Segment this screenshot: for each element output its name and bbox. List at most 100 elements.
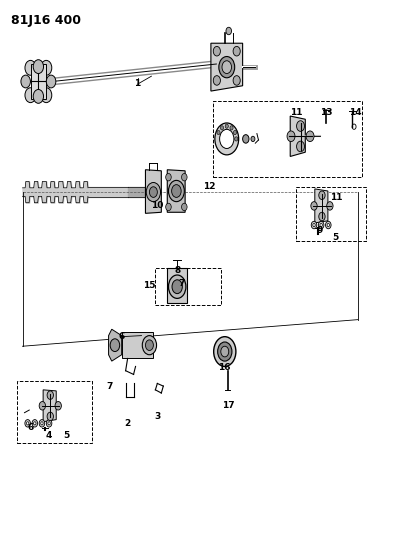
Circle shape [319,191,325,199]
Circle shape [149,187,157,197]
Circle shape [168,180,184,201]
Circle shape [219,56,235,78]
Circle shape [27,422,29,425]
Circle shape [168,275,186,298]
Circle shape [181,173,187,181]
Circle shape [326,221,331,229]
Circle shape [251,136,255,142]
Polygon shape [290,116,305,157]
Text: 6: 6 [27,423,33,432]
Text: 17: 17 [222,401,235,410]
Circle shape [311,221,317,229]
Circle shape [39,419,45,427]
Text: 5: 5 [333,233,339,242]
Circle shape [33,90,43,103]
Text: 8: 8 [174,266,180,275]
Circle shape [213,46,220,56]
Text: 11: 11 [330,193,342,202]
Text: 14: 14 [349,108,362,117]
Circle shape [233,76,240,85]
Circle shape [55,401,61,410]
Text: 7: 7 [178,279,184,288]
Circle shape [39,401,45,410]
Text: 13: 13 [320,108,332,117]
Bar [296,187,366,241]
Circle shape [226,27,232,35]
Circle shape [221,346,229,357]
Circle shape [225,124,228,128]
Circle shape [41,60,52,75]
Circle shape [25,60,36,75]
Text: 10: 10 [151,201,164,210]
Text: 16: 16 [219,363,231,372]
Text: 3: 3 [154,412,160,421]
Circle shape [218,342,232,361]
Circle shape [166,173,171,181]
Circle shape [32,419,37,427]
Circle shape [47,391,53,399]
Circle shape [233,131,236,135]
Polygon shape [167,169,185,212]
Text: 7: 7 [107,382,113,391]
Text: 5: 5 [63,431,69,440]
Circle shape [311,201,317,210]
Text: 15: 15 [143,280,156,289]
Circle shape [21,75,30,88]
Circle shape [25,419,30,427]
Text: 2: 2 [125,419,131,428]
Circle shape [47,412,53,421]
Circle shape [233,46,240,56]
Circle shape [230,126,233,130]
Text: 1: 1 [135,78,140,87]
Circle shape [33,422,36,425]
Text: 81J16 400: 81J16 400 [11,14,81,27]
Circle shape [319,212,325,221]
Polygon shape [31,64,45,99]
Bar [155,268,221,305]
Polygon shape [122,332,153,359]
Circle shape [318,221,324,229]
Circle shape [142,336,156,355]
Circle shape [110,339,120,352]
Circle shape [243,135,249,143]
Circle shape [48,422,50,425]
Circle shape [320,223,322,227]
Circle shape [220,130,234,149]
Text: 12: 12 [203,182,215,191]
Circle shape [214,337,236,367]
Polygon shape [43,390,56,422]
Text: 4: 4 [45,431,51,440]
Circle shape [146,182,160,201]
Bar [17,381,92,443]
Circle shape [306,131,314,142]
Polygon shape [145,169,161,213]
Bar [213,101,362,177]
Circle shape [215,123,239,155]
Text: 9: 9 [317,226,323,235]
Circle shape [297,141,304,152]
Circle shape [313,223,315,227]
Circle shape [222,61,232,74]
Circle shape [287,131,295,142]
Circle shape [327,223,330,227]
Text: 11: 11 [290,108,302,117]
Circle shape [220,126,224,130]
Text: 6: 6 [119,332,125,341]
Circle shape [297,121,304,131]
Circle shape [181,203,187,211]
Circle shape [41,422,43,425]
Circle shape [172,280,182,294]
Circle shape [166,203,171,211]
Circle shape [33,60,43,74]
Circle shape [217,131,220,135]
Circle shape [25,88,36,103]
Circle shape [213,76,220,85]
Polygon shape [211,43,243,91]
Circle shape [327,201,333,210]
Polygon shape [315,189,328,223]
Circle shape [46,419,52,427]
Circle shape [41,88,52,103]
Circle shape [46,75,56,88]
Polygon shape [109,329,122,361]
Polygon shape [167,268,187,303]
